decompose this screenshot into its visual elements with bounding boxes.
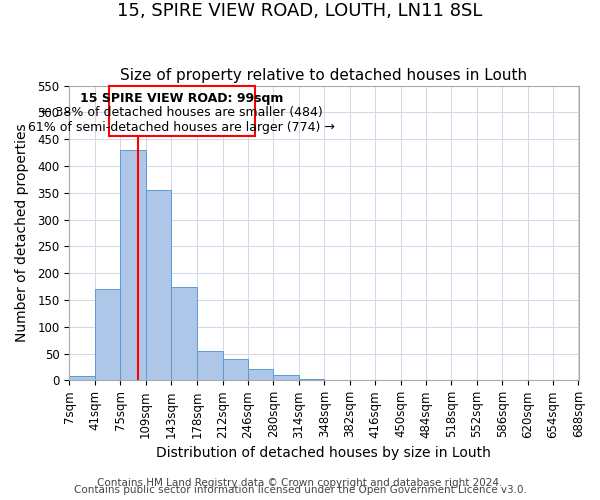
Title: Size of property relative to detached houses in Louth: Size of property relative to detached ho… bbox=[121, 68, 527, 83]
Text: Contains public sector information licensed under the Open Government Licence v3: Contains public sector information licen… bbox=[74, 485, 526, 495]
Bar bbox=[223, 359, 248, 380]
Text: 15, SPIRE VIEW ROAD, LOUTH, LN11 8SL: 15, SPIRE VIEW ROAD, LOUTH, LN11 8SL bbox=[118, 2, 482, 21]
Text: 61% of semi-detached houses are larger (774) →: 61% of semi-detached houses are larger (… bbox=[28, 120, 335, 134]
Bar bbox=[95, 289, 120, 380]
Bar bbox=[120, 150, 146, 380]
Bar bbox=[146, 190, 171, 380]
Bar bbox=[299, 379, 324, 380]
Text: Contains HM Land Registry data © Crown copyright and database right 2024.: Contains HM Land Registry data © Crown c… bbox=[97, 478, 503, 488]
Text: ← 38% of detached houses are smaller (484): ← 38% of detached houses are smaller (48… bbox=[41, 106, 323, 119]
Bar bbox=[274, 375, 299, 380]
Text: 15 SPIRE VIEW ROAD: 99sqm: 15 SPIRE VIEW ROAD: 99sqm bbox=[80, 92, 284, 104]
Y-axis label: Number of detached properties: Number of detached properties bbox=[15, 124, 29, 342]
Bar bbox=[70, 376, 95, 380]
X-axis label: Distribution of detached houses by size in Louth: Distribution of detached houses by size … bbox=[157, 446, 491, 460]
Bar bbox=[248, 368, 274, 380]
Bar bbox=[197, 351, 223, 380]
Bar bbox=[171, 286, 197, 380]
